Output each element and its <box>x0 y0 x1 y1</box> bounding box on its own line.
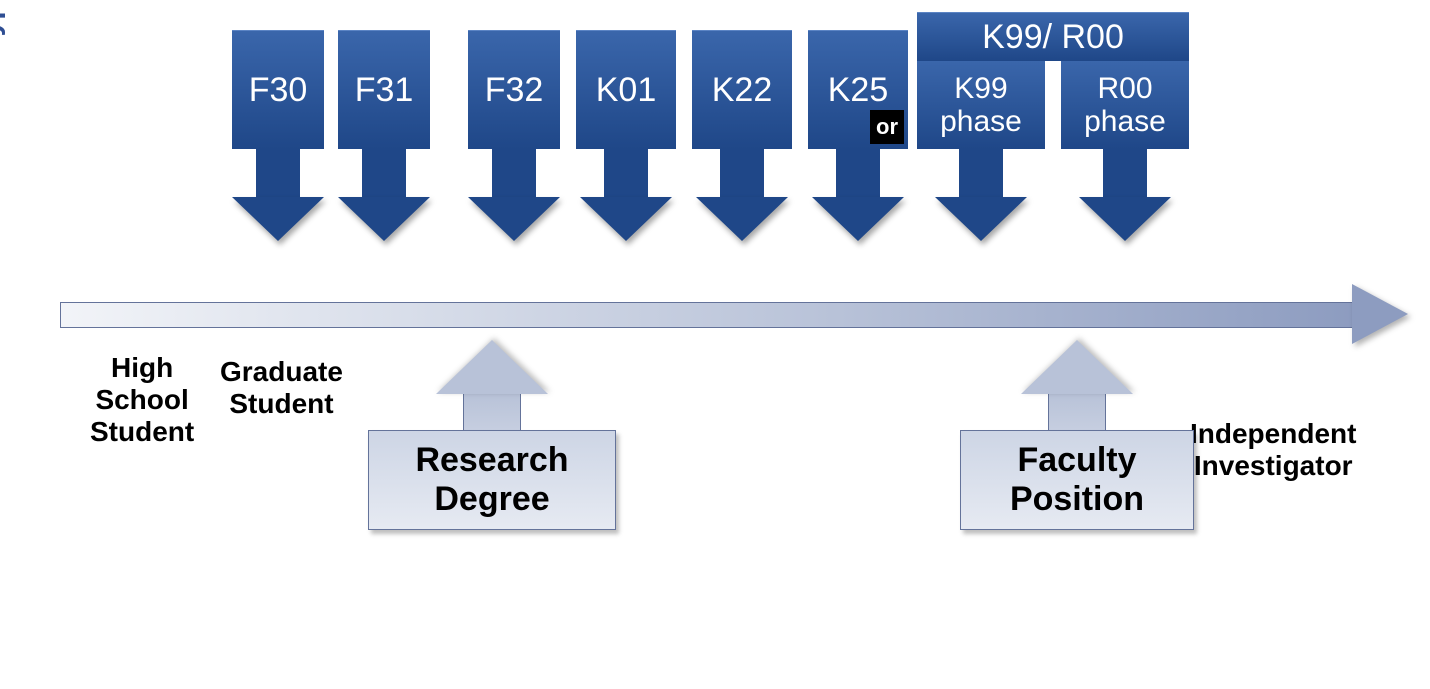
arrow-head-down-icon <box>812 197 904 241</box>
award-r00phase: R00phase <box>1061 60 1189 241</box>
arrow-stem <box>1048 394 1106 430</box>
arrow-head-down-icon <box>338 197 430 241</box>
arrow-head-down-icon <box>580 197 672 241</box>
arrow-stem <box>463 394 521 430</box>
or-badge: or <box>870 110 904 144</box>
timeline-bar <box>60 302 1353 328</box>
arrow-stem <box>362 149 406 197</box>
award-k01: K01 <box>576 30 676 241</box>
award-label: K01 <box>576 30 676 149</box>
award-phase-label: R00phase <box>1061 60 1189 149</box>
career-stage-grad: GraduateStudent <box>220 356 343 420</box>
career-stage-hs: HighSchoolStudent <box>90 352 194 449</box>
award-f32: F32 <box>468 30 560 241</box>
axis-label-award-types: Award Types <box>0 92 7 152</box>
milestone-label: FacultyPosition <box>960 430 1194 530</box>
milestone-label: ResearchDegree <box>368 430 616 530</box>
career-timeline-arrow <box>60 294 1410 334</box>
award-f31: F31 <box>338 30 430 241</box>
arrow-stem <box>836 149 880 197</box>
award-f30: F30 <box>232 30 324 241</box>
award-phase-label: K99phase <box>917 60 1045 149</box>
arrow-head-down-icon <box>935 197 1027 241</box>
career-milestone-research-degree: ResearchDegree <box>368 340 616 530</box>
arrow-head-down-icon <box>232 197 324 241</box>
arrow-stem <box>720 149 764 197</box>
award-k99phase: K99phase <box>917 60 1045 241</box>
arrow-stem <box>256 149 300 197</box>
award-label: F31 <box>338 30 430 149</box>
career-stage-ind: IndependentInvestigator <box>1190 418 1356 482</box>
arrow-head-down-icon <box>468 197 560 241</box>
arrow-head-up-icon <box>436 340 548 394</box>
award-label: K22 <box>692 30 792 149</box>
arrow-stem <box>959 149 1003 197</box>
timeline-arrowhead <box>1352 284 1408 344</box>
award-label: F32 <box>468 30 560 149</box>
award-label: F30 <box>232 30 324 149</box>
arrow-head-down-icon <box>696 197 788 241</box>
arrow-stem <box>492 149 536 197</box>
career-milestone-faculty-position: FacultyPosition <box>960 340 1194 530</box>
arrow-head-down-icon <box>1079 197 1171 241</box>
award-combined-header: K99/ R00 <box>917 12 1189 61</box>
arrow-stem <box>604 149 648 197</box>
arrow-stem <box>1103 149 1147 197</box>
award-k22: K22 <box>692 30 792 241</box>
arrow-head-up-icon <box>1021 340 1133 394</box>
